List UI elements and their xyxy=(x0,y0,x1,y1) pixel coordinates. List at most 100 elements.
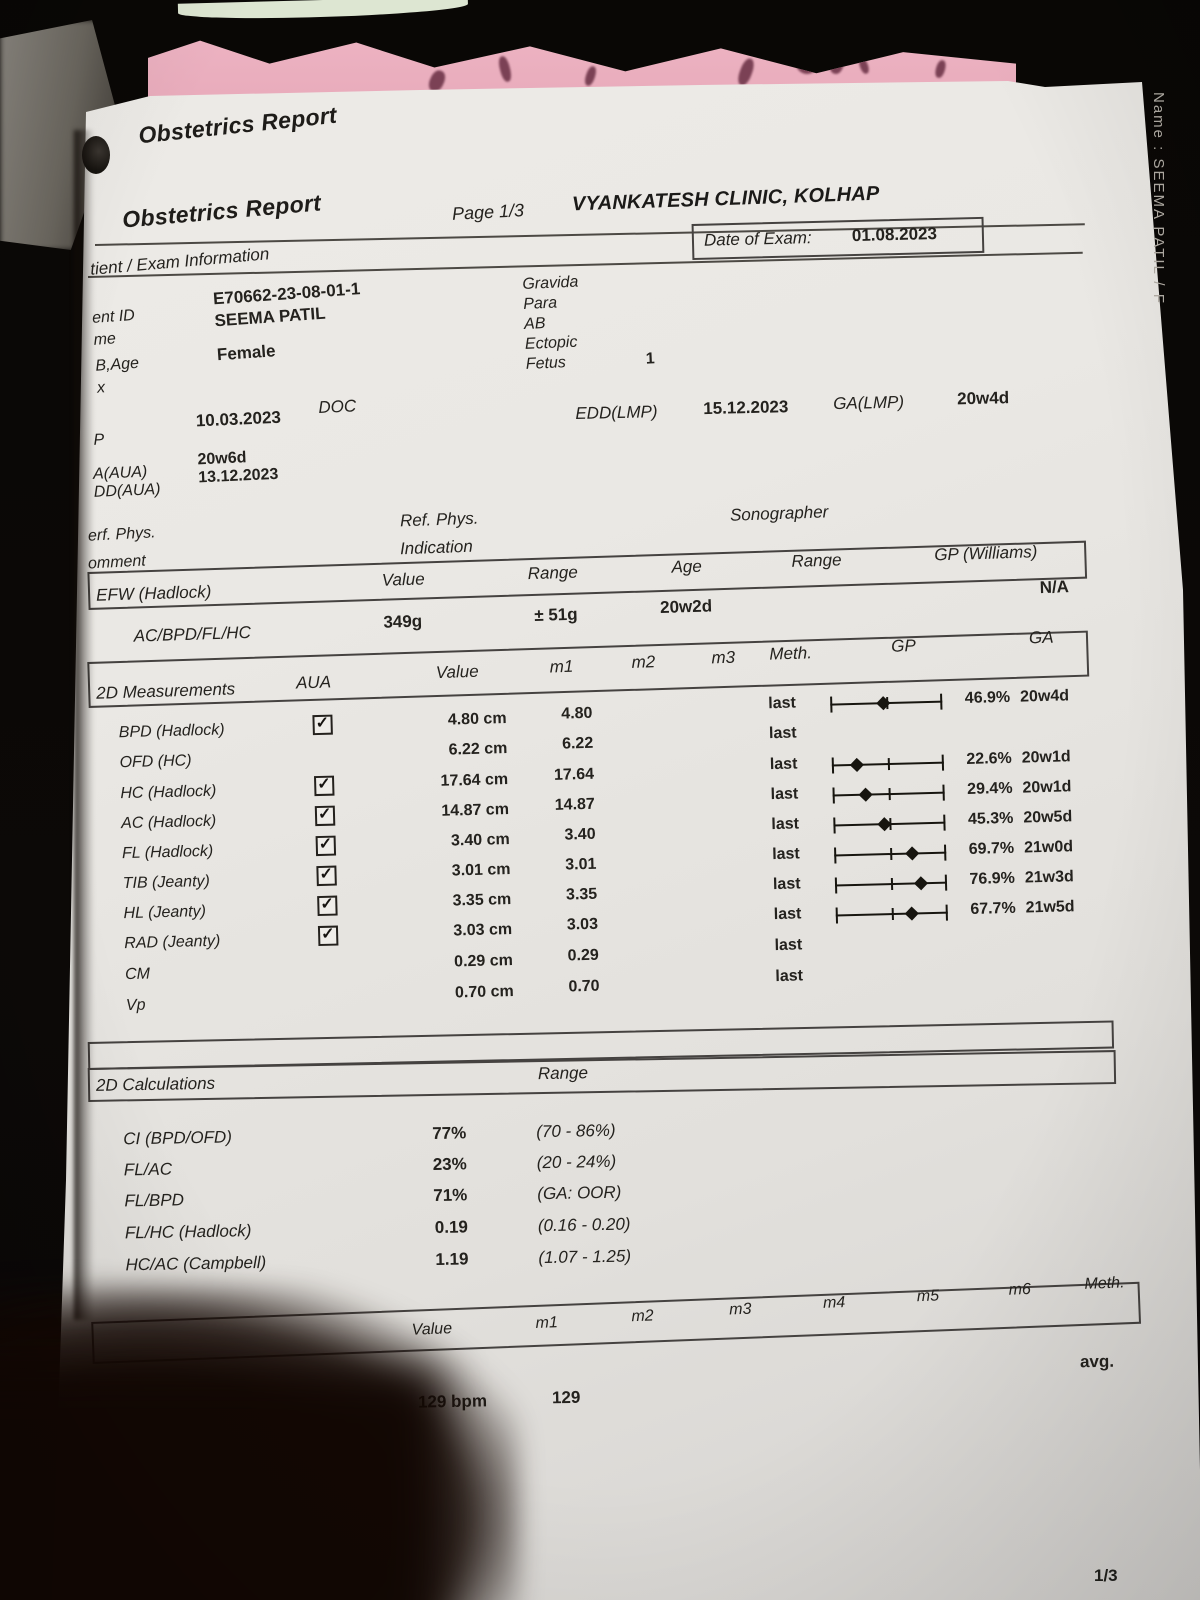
bottom-col-m1: m1 xyxy=(535,1314,559,1332)
bottom-col-m4: m4 xyxy=(822,1294,846,1312)
measure-gp: 45.3% xyxy=(967,809,1014,829)
calc-range: (70 - 86%) xyxy=(536,1120,616,1142)
measure-m1: 3.40 xyxy=(564,825,596,844)
measure-m1: 6.22 xyxy=(561,734,594,753)
calc-label: FL/HC (Hadlock) xyxy=(124,1221,252,1243)
lmp-label: P xyxy=(93,431,105,449)
measure-ga: 20w5d xyxy=(1023,808,1073,827)
check-icon: ✓ xyxy=(320,925,335,943)
measure-meth: last xyxy=(768,724,797,743)
measure-ga: 20w4d xyxy=(1019,687,1070,706)
measure-ga: 21w3d xyxy=(1024,868,1075,887)
handwriting-marks xyxy=(583,65,598,87)
aua-checkbox: ✓ xyxy=(316,865,337,887)
edd-aua-value: 13.12.2023 xyxy=(197,465,279,487)
ga-lmp-label: GA(LMP) xyxy=(832,392,905,414)
measure-label: RAD (Jeanty) xyxy=(124,932,221,953)
ref-phys-label: Ref. Phys. xyxy=(399,508,479,531)
check-icon: ✓ xyxy=(315,714,330,733)
calc-label: CI (BPD/OFD) xyxy=(123,1127,233,1149)
fetus-value: 1 xyxy=(645,350,656,368)
bottom-col-m3: m3 xyxy=(728,1300,752,1319)
measure-gp: 46.9% xyxy=(964,688,1011,708)
measure-gp: 22.6% xyxy=(966,749,1012,769)
fh-m1-value: 129 xyxy=(551,1387,581,1408)
fh-meth-value: avg. xyxy=(1079,1351,1115,1372)
efw-range: ± 51g xyxy=(533,604,578,625)
calc-label: HC/AC (Campbell) xyxy=(125,1252,267,1275)
measure-label: HC (Hadlock) xyxy=(120,782,217,803)
check-icon: ✓ xyxy=(318,835,333,854)
ectopic-label: Ectopic xyxy=(524,333,578,353)
measure-meth: last xyxy=(770,785,799,804)
lmp-value: 10.03.2023 xyxy=(195,407,282,431)
col-m3: m3 xyxy=(711,647,736,668)
measure-m1: 3.35 xyxy=(565,885,598,904)
ga-aua-value: 20w6d xyxy=(197,449,247,469)
handwriting-marks xyxy=(933,59,948,79)
ga-aua-label: A(AUA) xyxy=(92,463,148,483)
measure-label: CM xyxy=(124,965,151,984)
measure-gp: 76.9% xyxy=(969,869,1016,888)
measure-gp: 29.4% xyxy=(966,779,1013,799)
col-gp: GP xyxy=(890,635,917,656)
check-icon: ✓ xyxy=(319,865,334,883)
efw-col-range: Range xyxy=(527,562,579,584)
measure-label: OFD (HC) xyxy=(119,752,192,772)
aua-checkbox: ✓ xyxy=(317,925,339,947)
calculations-table: CI (BPD/OFD) 77% (70 - 86%) FL/AC 23% (2… xyxy=(88,1109,811,1292)
calc-value: 1.19 xyxy=(435,1249,469,1269)
film-edge-name-label: Name : SEEMA PATIL / F xyxy=(1150,92,1167,305)
col-aua: AUA xyxy=(295,672,332,693)
col-meth: Meth. xyxy=(769,643,813,664)
calc-value: 0.19 xyxy=(434,1217,469,1237)
calc-label: FL/AC xyxy=(123,1159,173,1180)
patient-id-label: ent ID xyxy=(91,306,136,327)
efw-section-title: EFW (Hadlock) xyxy=(95,582,212,605)
check-icon: ✓ xyxy=(316,775,331,794)
ab-label: AB xyxy=(523,315,546,333)
measure-m1: 3.03 xyxy=(566,915,599,934)
sonographer-label: Sonographer xyxy=(729,502,829,525)
check-icon: ✓ xyxy=(317,805,332,824)
aua-checkbox: ✓ xyxy=(317,895,338,917)
efw-value: 349g xyxy=(383,611,423,632)
calc-range: (0.16 - 0.20) xyxy=(537,1214,631,1236)
calc-value: 23% xyxy=(432,1154,467,1174)
measure-meth: last xyxy=(769,755,798,774)
measure-meth: last xyxy=(773,905,802,924)
col-m1: m1 xyxy=(549,656,574,677)
measure-meth: last xyxy=(768,694,797,713)
date-of-exam-value: 01.08.2023 xyxy=(851,224,938,246)
edd-lmp-value: 15.12.2023 xyxy=(703,397,789,419)
page-indicator: Page 1/3 xyxy=(451,200,525,224)
efw-gp: N/A xyxy=(1039,577,1070,598)
measure-meth: last xyxy=(771,815,800,834)
handwriting-marks xyxy=(735,56,757,88)
calc-label: FL/BPD xyxy=(124,1190,185,1211)
calc-range: (1.07 - 1.25) xyxy=(538,1246,632,1268)
para-label: Para xyxy=(522,294,558,313)
aua-checkbox: ✓ xyxy=(312,714,333,736)
indication-label: Indication xyxy=(399,536,474,559)
measure-meth: last xyxy=(774,936,803,955)
fetus-label: Fetus xyxy=(525,354,567,373)
handwriting-marks xyxy=(497,55,513,83)
aua-checkbox: ✓ xyxy=(315,835,337,857)
measure-m1: 4.80 xyxy=(561,704,593,723)
bottom-col-m2: m2 xyxy=(631,1307,654,1326)
gravida-label: Gravida xyxy=(522,273,579,293)
measure-meth: last xyxy=(775,967,804,986)
ga-lmp-value: 20w4d xyxy=(956,388,1010,409)
bottom-col-m6: m6 xyxy=(1008,1280,1032,1299)
page-fold-shadow xyxy=(74,130,94,1320)
measure-ga: 21w0d xyxy=(1023,838,1074,857)
edd-aua-label: DD(AUA) xyxy=(93,481,161,501)
col-m2: m2 xyxy=(631,652,656,672)
aua-checkbox: ✓ xyxy=(314,805,336,827)
measure-label: AC (Hadlock) xyxy=(120,812,217,833)
patient-sex-value: Female xyxy=(216,341,277,365)
measure-m1: 0.70 xyxy=(568,977,600,996)
efw-col-age: Age xyxy=(671,556,703,577)
